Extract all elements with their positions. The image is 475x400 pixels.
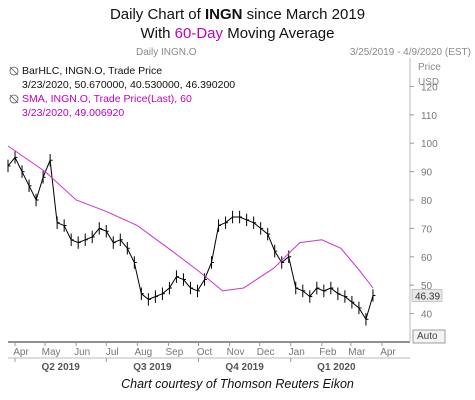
chart-title-line2: With 60-Day Moving Average (0, 25, 475, 42)
price-series-line (7, 156, 374, 321)
quarter-label: Q1 2020 (317, 362, 356, 373)
x-tick-label: Jul (106, 347, 119, 358)
y-tick-label: 100 (421, 139, 438, 150)
sma-legend-icon (9, 94, 19, 104)
ohlc-bars (7, 151, 376, 326)
x-axis-ticks: Apr May Jun Jul Aug Sep Oct Nov Dec Jan Feb Mar Apr (13, 342, 396, 358)
y-tick-label: 120 (421, 82, 438, 93)
title-ticker: INGN (204, 6, 243, 23)
y-tick-label: 70 (421, 224, 433, 235)
x-tick-label: Apr (13, 347, 29, 358)
x-tick-label: Apr (380, 347, 396, 358)
y-tick-label: 40 (421, 310, 433, 321)
x-tick-label: Nov (227, 347, 245, 358)
bar-legend-values: 3/23/2020, 50.670000, 40.530000, 46.3902… (22, 79, 236, 91)
sma-series-line (7, 145, 374, 292)
x-tick-label: Feb (319, 347, 337, 358)
chart-title-line1: Daily Chart of INGN since March 2019 (0, 6, 475, 23)
last-price-value: 46.39 (415, 291, 440, 302)
x-tick-label: Dec (257, 347, 275, 358)
last-price-box (411, 289, 443, 302)
price-label: Price (418, 62, 441, 73)
x-tick-label: Mar (348, 347, 366, 358)
title-suffix: since March 2019 (242, 6, 366, 23)
y-tick-label: 50 (421, 281, 433, 292)
bar-legend-icon (9, 66, 19, 76)
daily-label: Daily INGN.O (136, 47, 197, 58)
x-tick-label: Sep (166, 347, 184, 358)
x-tick-label: Oct (197, 347, 213, 358)
title-prefix: Daily Chart of (109, 6, 205, 23)
x-tick-label: Aug (134, 347, 152, 358)
quarter-ticks: Q2 2019 Q3 2019 Q4 2019 Q1 2020 (14, 358, 356, 373)
currency-label: USD (418, 77, 440, 88)
subtitle-suffix: Moving Average (223, 25, 335, 42)
bar-legend-title: BarHLC, INGN.O, Trade Price (22, 65, 163, 77)
date-range: 3/25/2019 - 4/9/2020 (EST) (349, 47, 471, 58)
x-tick-label: May (42, 347, 61, 358)
quarter-label: Q3 2019 (133, 362, 172, 373)
subtitle-prefix: With (140, 25, 175, 42)
quarter-label: Q4 2019 (225, 362, 264, 373)
y-tick-label: 60 (421, 253, 433, 264)
last-price-tag: 46.39 (411, 289, 443, 302)
auto-scale-button-bg[interactable] (412, 329, 446, 344)
y-tick-label: 80 (421, 196, 433, 207)
subtitle-ma-label: 60-Day (174, 25, 224, 42)
y-axis-ticks: 40 50 60 70 80 90 100 110 120 (410, 82, 438, 321)
chart-credit: Chart courtesy of Thomson Reuters Eikon (121, 377, 354, 391)
x-tick-label: Jan (289, 347, 305, 358)
y-tick-label: 90 (421, 168, 433, 179)
sma-legend-title: SMA, INGN.O, Trade Price(Last), 60 (22, 93, 192, 105)
y-tick-label: 110 (421, 111, 437, 122)
auto-scale-button[interactable]: Auto (417, 331, 438, 342)
sma-legend-values: 3/23/2020, 49.006920 (22, 107, 125, 119)
x-tick-label: Jun (74, 347, 90, 358)
quarter-label: Q2 2019 (41, 362, 80, 373)
